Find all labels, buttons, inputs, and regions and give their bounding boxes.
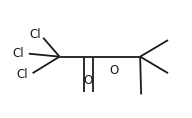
Text: Cl: Cl bbox=[30, 28, 41, 41]
Text: Cl: Cl bbox=[12, 47, 24, 60]
Text: O: O bbox=[84, 74, 93, 87]
Text: O: O bbox=[110, 64, 119, 77]
Text: Cl: Cl bbox=[16, 68, 28, 81]
